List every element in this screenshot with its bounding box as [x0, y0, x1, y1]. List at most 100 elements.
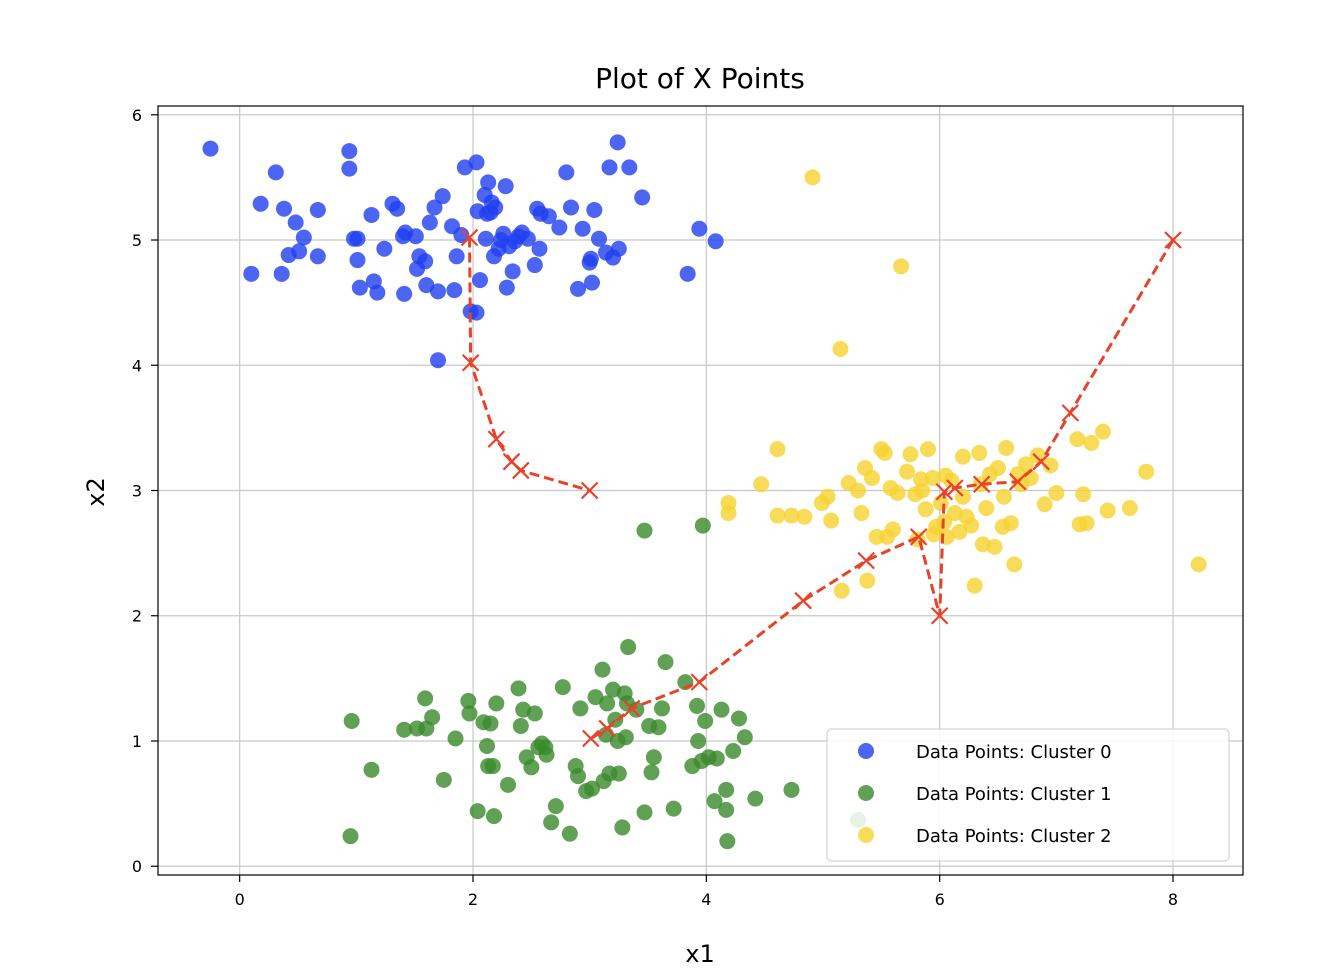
y-tick-label: 1 — [132, 732, 142, 751]
data-point — [1075, 486, 1092, 503]
y-tick-label: 4 — [132, 356, 142, 375]
data-point — [498, 279, 515, 296]
data-point — [497, 178, 514, 195]
data-point — [694, 517, 711, 534]
centroid-marker — [946, 479, 964, 497]
data-point — [480, 174, 497, 191]
data-point — [1006, 556, 1023, 573]
legend-marker — [858, 785, 874, 801]
data-point — [902, 446, 919, 463]
legend: Data Points: Cluster 0 Data Points: Clust… — [826, 728, 1230, 862]
data-point — [488, 695, 505, 712]
centroid-marker — [972, 475, 991, 494]
data-point — [823, 512, 840, 529]
data-point — [713, 701, 730, 718]
data-point — [376, 240, 393, 257]
data-point — [769, 441, 786, 458]
data-point — [783, 781, 800, 798]
data-point — [558, 164, 575, 181]
data-point — [986, 538, 1003, 555]
centroid-path-1 — [582, 231, 1182, 748]
grid — [158, 106, 1243, 875]
data-point — [1138, 463, 1155, 480]
data-point — [586, 201, 603, 218]
data-point — [309, 201, 326, 218]
centroid-marker — [1061, 404, 1080, 422]
centroid-marker — [1164, 231, 1182, 249]
data-point — [725, 743, 742, 760]
data-point — [853, 505, 870, 522]
data-point — [736, 729, 753, 746]
data-point — [885, 521, 901, 538]
data-point — [424, 709, 441, 726]
data-point — [1018, 456, 1034, 473]
y-tick-label: 0 — [132, 857, 142, 876]
data-point — [396, 285, 413, 302]
data-point — [582, 250, 599, 267]
data-point — [1002, 515, 1019, 532]
y-tick-label: 2 — [132, 607, 142, 626]
legend-entry: Data Points: Cluster 1 — [858, 784, 1112, 805]
data-point — [273, 265, 290, 282]
data-point — [447, 730, 464, 747]
data-point — [665, 800, 682, 817]
data-point — [966, 577, 983, 594]
centroid-marker — [580, 481, 599, 500]
data-point — [621, 159, 638, 176]
data-point — [796, 508, 813, 525]
data-point — [609, 732, 626, 749]
centroid-marker — [935, 482, 954, 501]
data-point — [500, 776, 516, 793]
data-point — [446, 282, 463, 299]
data-point — [925, 526, 942, 543]
data-point — [1042, 457, 1059, 474]
legend-entry: Data Points: Cluster 2 — [858, 826, 1112, 847]
data-point — [287, 214, 304, 231]
data-point — [351, 279, 368, 296]
data-point — [963, 517, 980, 534]
data-point — [341, 143, 358, 160]
data-point — [679, 265, 696, 282]
centroid-path-line — [468, 237, 591, 492]
centroid-marker — [487, 430, 506, 448]
y-tick-label: 6 — [132, 106, 142, 125]
centroid-marker — [909, 528, 928, 546]
data-point — [291, 243, 308, 260]
data-point — [1190, 556, 1207, 573]
legend-box — [826, 728, 1230, 862]
data-point — [876, 444, 893, 461]
data-point — [547, 798, 564, 815]
centroid-marker — [460, 228, 479, 247]
data-point — [645, 749, 662, 766]
data-point — [426, 199, 443, 216]
data-point — [468, 304, 485, 321]
y-ticks: 0 1 2 3 4 5 6 — [132, 106, 158, 876]
data-point — [343, 712, 360, 729]
data-point — [1069, 431, 1086, 448]
data-point — [504, 263, 521, 280]
data-point — [267, 164, 284, 181]
data-point — [978, 500, 995, 517]
data-point — [495, 225, 512, 242]
data-point — [591, 230, 607, 247]
data-point — [804, 169, 821, 186]
x-ticks: 0 2 4 6 8 — [235, 875, 1178, 909]
data-point — [657, 654, 674, 671]
data-point — [202, 140, 219, 157]
legend-marker — [858, 827, 874, 843]
data-point — [932, 495, 949, 512]
data-point — [563, 199, 579, 216]
data-point — [609, 134, 626, 151]
data-point — [783, 507, 800, 524]
data-point — [523, 759, 540, 776]
data-point — [551, 219, 568, 236]
data-point — [512, 717, 529, 734]
centroid-marker — [857, 551, 875, 570]
data-point — [1121, 500, 1138, 517]
data-point — [654, 700, 670, 717]
data-point — [643, 764, 660, 781]
x-tick-label: 6 — [935, 890, 945, 909]
data-point — [689, 697, 705, 714]
data-point — [526, 257, 543, 274]
